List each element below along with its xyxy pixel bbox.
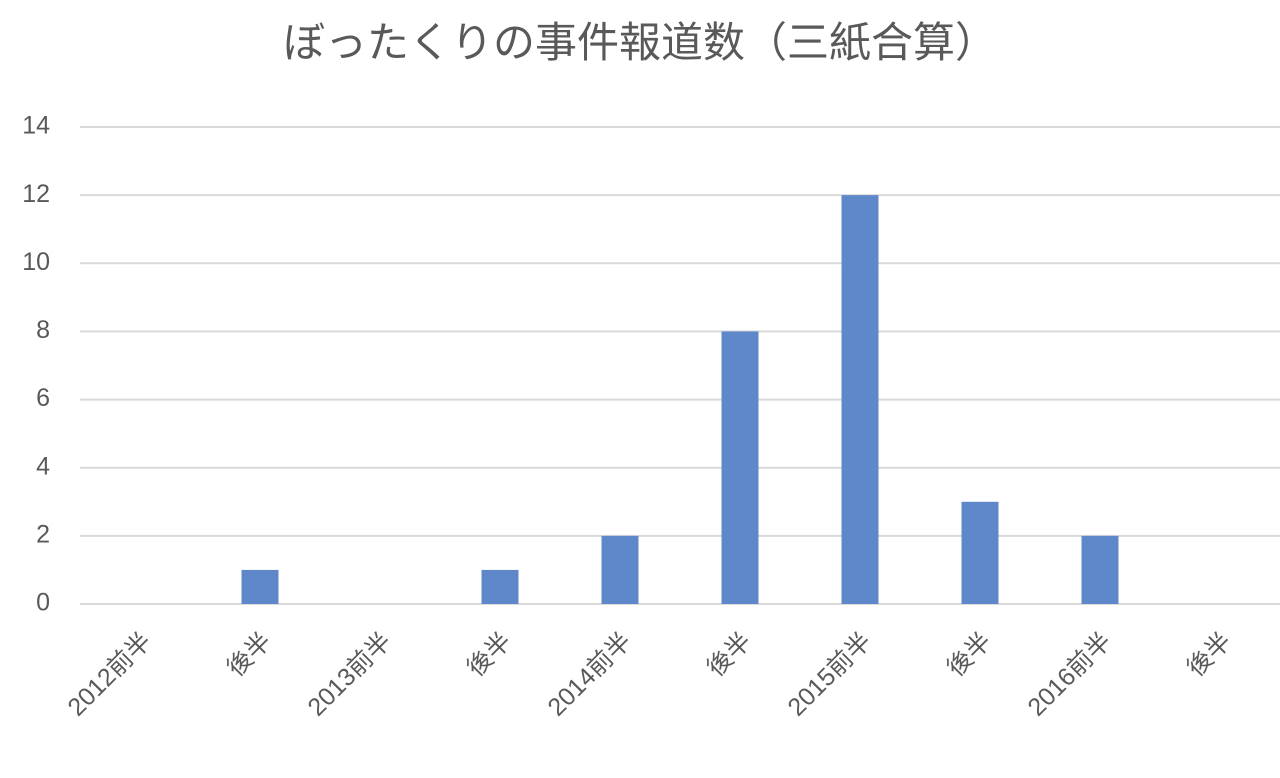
bar: [481, 569, 519, 604]
bar: [241, 569, 279, 604]
bar: [841, 195, 879, 604]
y-tick-label: 6: [36, 384, 50, 412]
bar: [1081, 535, 1119, 604]
chart-title: ぼったくりの事件報道数（三紙合算）: [283, 19, 997, 66]
y-tick-label: 14: [22, 112, 50, 140]
y-tick-label: 0: [36, 589, 50, 617]
bar: [961, 501, 999, 604]
y-tick-label: 8: [36, 316, 50, 344]
y-tick-label: 2: [36, 520, 50, 548]
y-tick-label: 12: [22, 180, 50, 208]
y-tick-label: 4: [36, 452, 50, 480]
bar: [601, 535, 639, 604]
bar: [721, 331, 759, 604]
y-tick-label: 10: [22, 248, 50, 276]
